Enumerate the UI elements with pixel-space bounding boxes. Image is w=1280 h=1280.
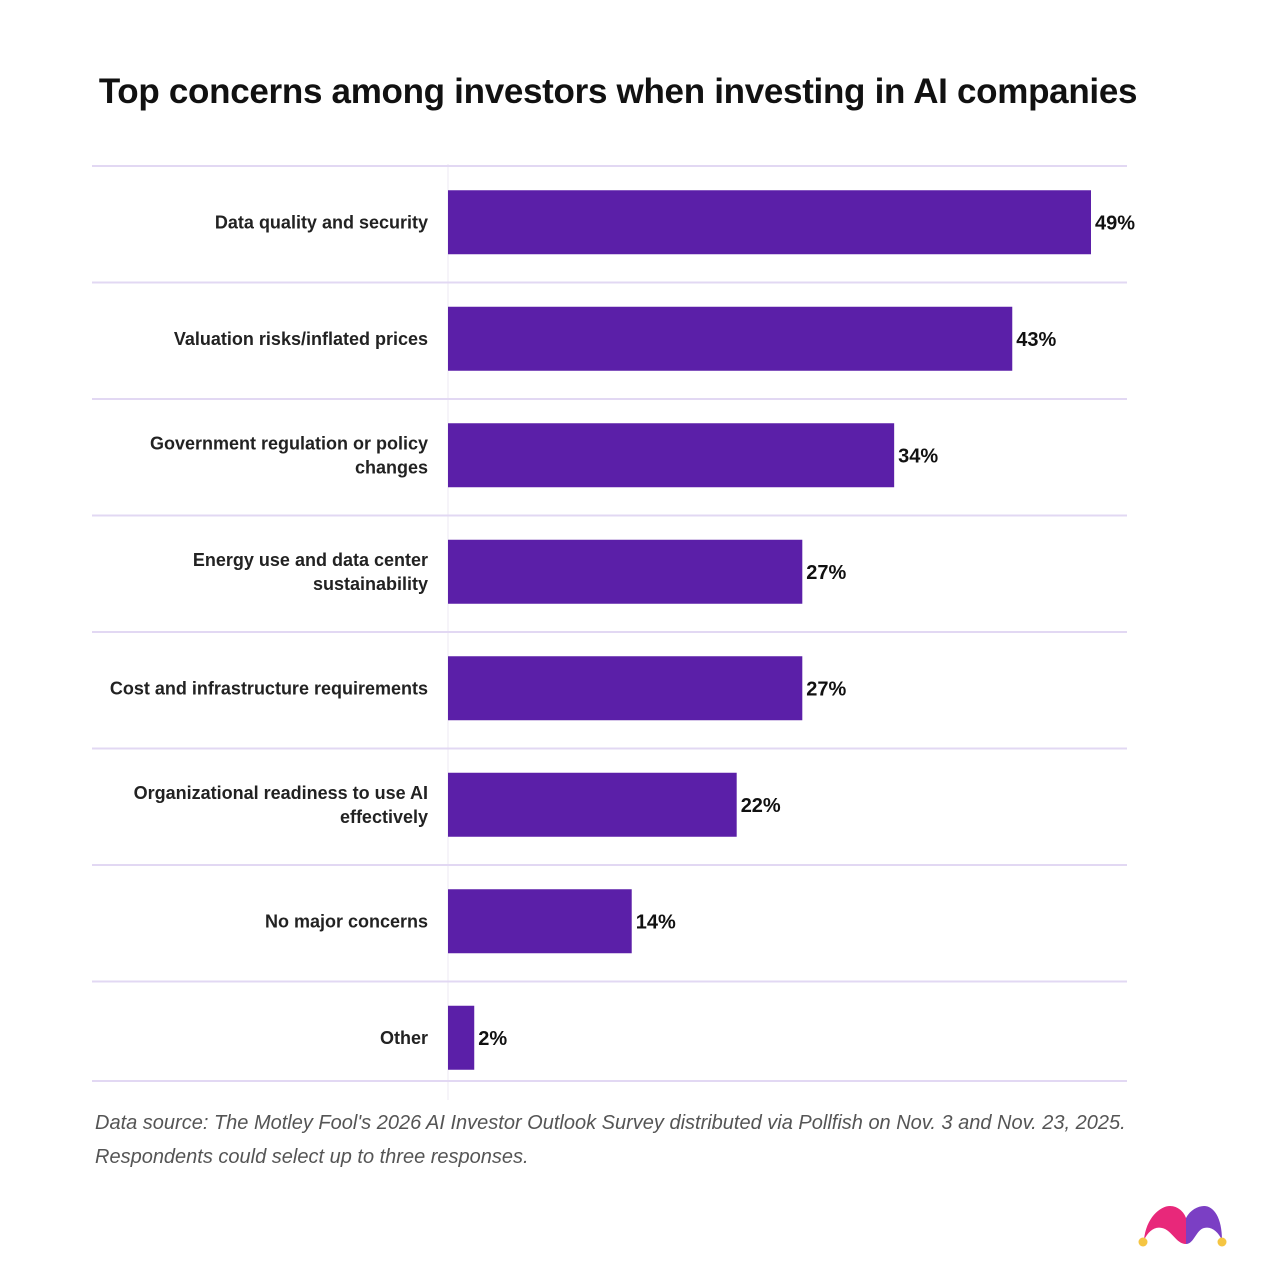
category-label-line: Energy use and data center <box>193 550 428 570</box>
bar <box>448 190 1091 255</box>
bar <box>448 423 895 488</box>
category-label-line: Valuation risks/inflated prices <box>174 329 428 349</box>
category-label: No major concerns <box>265 911 428 931</box>
data-label: 27% <box>806 678 846 700</box>
category-label: Organizational readiness to use AI effect… <box>134 783 428 827</box>
category-label-line: No major concerns <box>265 911 428 931</box>
jester-hat-logo <box>1138 1206 1227 1247</box>
category-label: Energy use and data center sustainability <box>193 550 428 594</box>
data-label: 34% <box>898 445 938 467</box>
data-label: 22% <box>741 795 781 817</box>
category-label: Other <box>380 1028 428 1048</box>
bar <box>448 306 1013 371</box>
data-label: 49% <box>1095 212 1135 234</box>
bar-chart: 49% Data quality and security 43% Valuation… <box>92 164 1135 1100</box>
category-label-line: effectively <box>340 807 428 827</box>
category-label: Government regulation or policy changes <box>150 433 428 477</box>
data-label: 43% <box>1016 329 1056 351</box>
category-label: Data quality and security <box>215 212 428 232</box>
bar <box>448 1005 475 1070</box>
bar <box>448 889 632 954</box>
chart-title: Top concerns among investors when invest… <box>98 72 1138 111</box>
category-label-line: Cost and infrastructure requirements <box>110 678 428 698</box>
category-label: Valuation risks/inflated prices <box>174 329 428 349</box>
category-label: Cost and infrastructure requirements <box>110 678 428 698</box>
bar <box>448 656 803 721</box>
category-label-line: Organizational readiness to use AI <box>134 783 428 803</box>
category-label-line: Data quality and security <box>215 212 428 232</box>
data-label: 27% <box>806 562 846 584</box>
category-label-line: changes <box>355 457 428 477</box>
category-label-line: sustainability <box>313 574 428 594</box>
bar <box>448 539 803 604</box>
data-label: 2% <box>478 1028 507 1050</box>
data-label: 14% <box>636 911 676 933</box>
category-label-line: Government regulation or policy <box>150 433 428 453</box>
category-label-line: Other <box>380 1028 428 1048</box>
data-source-note: Data source: The Motley Fool's 2026 AI I… <box>95 1112 1126 1168</box>
bar <box>448 772 737 837</box>
